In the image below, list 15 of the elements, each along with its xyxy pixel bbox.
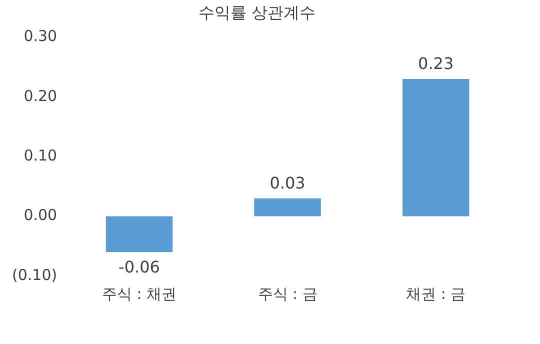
data-label: 0.03 [270, 174, 306, 193]
x-tick-label: 주식 : 채권 [102, 284, 177, 303]
chart-title: 수익률 상관계수 [198, 2, 316, 22]
bar [106, 216, 173, 252]
y-tick-label: 0.20 [24, 86, 58, 105]
y-tick-label: 0.10 [24, 146, 58, 164]
bar [254, 198, 321, 216]
bar [402, 78, 470, 216]
data-label: 0.23 [418, 54, 454, 74]
y-tick-label: (0.10) [12, 266, 58, 284]
x-tick-label: 채권 : 금 [406, 284, 466, 303]
y-tick-label: 0.30 [24, 27, 58, 46]
y-tick-label: 0.00 [24, 206, 58, 224]
x-tick-label: 주식 : 금 [258, 284, 318, 303]
data-label: -0.06 [118, 257, 160, 276]
